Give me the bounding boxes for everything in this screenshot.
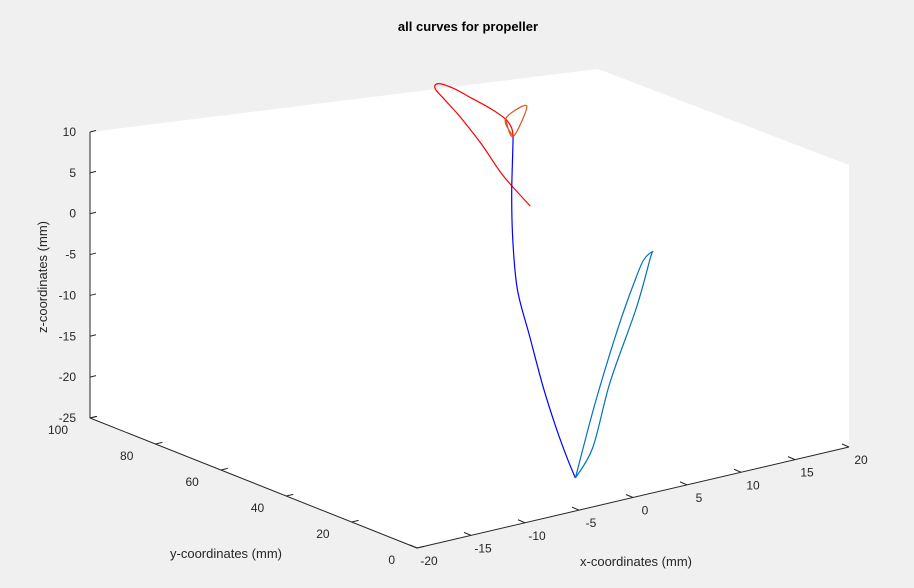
y-tick-mark	[351, 519, 359, 523]
y-tick-label: 0	[388, 553, 395, 567]
x-tick-mark	[625, 494, 634, 498]
z-axis-label: z-coordinates (mm)	[35, 221, 50, 333]
x-tick-mark	[517, 519, 526, 524]
x-axis-label: x-coordinates (mm)	[580, 554, 692, 569]
y-tick-mark	[89, 415, 98, 419]
z-tick-mark	[89, 130, 97, 133]
x-tick-label: -10	[528, 529, 546, 543]
x-tick-label: -5	[586, 516, 597, 530]
z-tick-mark	[89, 170, 97, 174]
y-tick-label: 20	[316, 527, 330, 541]
y-tick-mark	[155, 441, 163, 445]
y-axis-line	[89, 417, 418, 549]
x-tick-mark	[409, 544, 418, 549]
z-tick-label: 5	[69, 166, 76, 180]
x-tick-label: 15	[800, 466, 814, 480]
x-tick-mark	[787, 456, 796, 461]
x-tick-label: -15	[474, 541, 492, 555]
y-tick-mark	[416, 545, 425, 549]
x-tick-mark	[679, 481, 688, 486]
curves	[434, 83, 654, 479]
z-tick-mark	[89, 211, 97, 215]
x-axis-ticks: -20 -15 -10 -5 0 5 10 15 20	[409, 443, 868, 568]
y-tick-mark	[286, 493, 294, 497]
z-tick-label: -25	[59, 411, 77, 425]
z-tick-label: -15	[59, 329, 77, 343]
y-tick-label: 60	[185, 475, 199, 489]
x-tick-label: -20	[420, 554, 438, 568]
lower-edge-curve	[511, 136, 576, 479]
z-tick-label: -20	[59, 370, 77, 384]
z-tick-label: 10	[63, 125, 77, 139]
y-tick-label: 80	[120, 449, 134, 463]
z-tick-label: -5	[65, 248, 76, 262]
y-tick-mark	[220, 467, 228, 471]
x-tick-label: 10	[746, 478, 760, 492]
x-tick-label: 5	[696, 491, 703, 505]
x-tick-label: 0	[642, 504, 649, 518]
z-tick-label: 0	[69, 207, 76, 221]
axes-right-pane	[598, 69, 849, 447]
z-tick-mark	[89, 375, 97, 378]
y-axis-ticks: 0 20 40 60 80 100	[48, 415, 425, 567]
tip-section-curve	[504, 104, 528, 138]
x-tick-label: 20	[854, 453, 868, 467]
root-section-curve	[574, 250, 654, 479]
z-tick-mark	[89, 252, 97, 256]
x-tick-mark	[841, 443, 850, 448]
z-axis-ticks: -25 -20 -15 -10 -5 0 5 10	[59, 125, 97, 425]
x-tick-mark	[571, 506, 580, 511]
chart-title: all curves for propeller	[398, 19, 538, 34]
y-tick-label: 100	[48, 423, 68, 437]
axes-floor-pane	[90, 355, 849, 548]
z-tick-mark	[89, 334, 97, 337]
z-tick-label: -10	[59, 288, 77, 302]
axes-left-pane	[90, 69, 598, 418]
y-axis-label: y-coordinates (mm)	[170, 546, 282, 561]
x-tick-mark	[733, 468, 742, 473]
z-tick-mark	[89, 293, 97, 296]
x-tick-mark	[463, 531, 472, 536]
y-tick-label: 40	[251, 501, 265, 515]
